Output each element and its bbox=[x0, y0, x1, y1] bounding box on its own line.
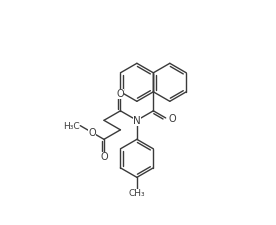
Text: O: O bbox=[88, 128, 96, 139]
Text: H₃C: H₃C bbox=[63, 122, 79, 131]
Text: O: O bbox=[100, 152, 108, 162]
Text: O: O bbox=[168, 114, 176, 124]
Text: N: N bbox=[133, 116, 141, 126]
Text: CH₃: CH₃ bbox=[129, 189, 145, 198]
Text: O: O bbox=[116, 89, 124, 99]
